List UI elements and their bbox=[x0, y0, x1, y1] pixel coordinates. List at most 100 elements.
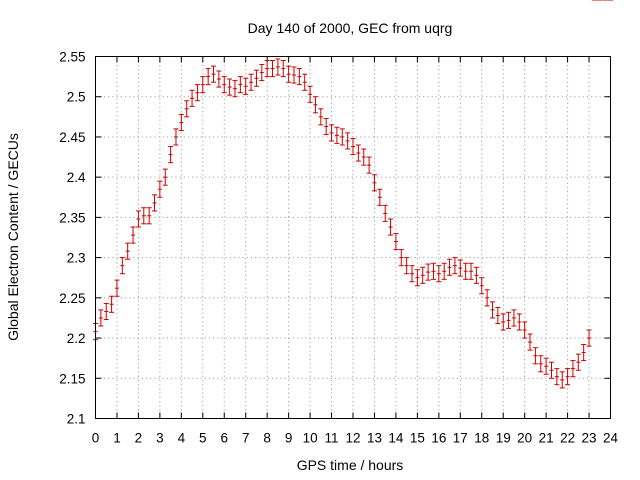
data-point bbox=[532, 347, 538, 365]
data-point bbox=[296, 68, 302, 86]
data-point bbox=[468, 262, 474, 280]
x-tick-label: 0 bbox=[92, 431, 100, 446]
x-tick-label: 10 bbox=[303, 431, 318, 446]
data-point bbox=[436, 265, 442, 283]
data-point bbox=[463, 262, 469, 280]
data-point bbox=[275, 58, 281, 76]
data-point bbox=[334, 126, 340, 144]
data-point bbox=[548, 361, 554, 379]
data-point bbox=[135, 210, 141, 228]
data-point bbox=[420, 266, 426, 284]
data-point bbox=[146, 207, 152, 225]
x-tick-label: 17 bbox=[453, 431, 468, 446]
data-point bbox=[516, 313, 522, 331]
data-point bbox=[554, 368, 560, 386]
data-point bbox=[194, 84, 200, 102]
plot-frame bbox=[95, 56, 611, 419]
y-tick-label: 2.3 bbox=[67, 251, 86, 266]
y-axis-ticks: 2.1 2.15 2.2 2.25 2.3 2.35 2.4 2.45 2.5 2.55 bbox=[59, 50, 611, 427]
y-tick-label: 2.2 bbox=[67, 331, 86, 346]
data-point bbox=[479, 277, 485, 295]
data-point bbox=[216, 70, 222, 88]
data-point bbox=[312, 96, 318, 114]
data-point bbox=[173, 128, 179, 146]
data-point bbox=[125, 242, 131, 260]
x-tick-label: 14 bbox=[388, 431, 404, 446]
data-point bbox=[237, 76, 243, 94]
y-tick-label: 2.15 bbox=[59, 371, 85, 386]
data-point bbox=[211, 65, 217, 83]
data-point bbox=[152, 194, 158, 212]
data-point bbox=[506, 311, 512, 329]
y-tick-label: 2.1 bbox=[67, 412, 86, 427]
y-tick-label: 2.35 bbox=[59, 210, 85, 225]
data-point bbox=[205, 68, 211, 86]
data-point bbox=[259, 64, 265, 82]
data-point bbox=[371, 174, 377, 192]
data-point bbox=[404, 257, 410, 275]
data-point bbox=[318, 108, 324, 126]
y-tick-label: 2.45 bbox=[59, 130, 85, 145]
data-point bbox=[98, 309, 104, 327]
x-tick-label: 16 bbox=[431, 431, 446, 446]
data-point bbox=[538, 355, 544, 373]
data-point bbox=[361, 148, 367, 166]
x-axis-ticks: 0 1 2 3 4 5 6 7 8 9 10 11 12 13 14 15 16 17 18 19 20 21 22 23 24 bbox=[92, 56, 619, 446]
x-tick-label: 3 bbox=[156, 431, 164, 446]
data-point bbox=[184, 100, 190, 118]
data-point bbox=[329, 124, 335, 142]
x-tick-label: 20 bbox=[517, 431, 532, 446]
y-tick-label: 2.25 bbox=[59, 291, 85, 306]
data-point bbox=[586, 329, 592, 347]
x-tick-label: 21 bbox=[539, 431, 554, 446]
y-tick-label: 2.55 bbox=[59, 50, 85, 65]
data-point bbox=[157, 180, 163, 198]
data-point bbox=[114, 279, 120, 297]
data-point bbox=[565, 368, 571, 386]
data-point bbox=[200, 76, 206, 94]
x-tick-label: 5 bbox=[199, 431, 207, 446]
data-point bbox=[168, 146, 174, 164]
data-point bbox=[119, 257, 125, 275]
y-tick-label: 2.5 bbox=[67, 90, 86, 105]
x-tick-label: 13 bbox=[367, 431, 382, 446]
x-tick-label: 19 bbox=[496, 431, 511, 446]
y-axis-label: Global Electron Content / GECUs bbox=[5, 133, 21, 341]
x-tick-label: 23 bbox=[582, 431, 597, 446]
data-point bbox=[264, 60, 270, 78]
data-point bbox=[162, 168, 168, 186]
data-point bbox=[388, 218, 394, 236]
data-point bbox=[457, 259, 463, 277]
data-point bbox=[141, 207, 147, 225]
data-point bbox=[350, 138, 356, 156]
x-tick-label: 18 bbox=[474, 431, 489, 446]
y-tick-label: 2.4 bbox=[67, 170, 86, 185]
data-point bbox=[130, 226, 136, 244]
data-point bbox=[522, 321, 528, 339]
data-point bbox=[221, 76, 227, 94]
data-point bbox=[323, 117, 329, 136]
data-point bbox=[345, 132, 351, 150]
data-point bbox=[543, 357, 549, 375]
x-tick-label: 24 bbox=[603, 431, 619, 446]
data-point bbox=[430, 262, 436, 280]
data-point bbox=[291, 66, 297, 84]
x-tick-label: 22 bbox=[560, 431, 575, 446]
data-point bbox=[559, 371, 565, 389]
data-point bbox=[473, 266, 479, 284]
data-point bbox=[581, 343, 587, 362]
data-point bbox=[393, 232, 399, 251]
data-point bbox=[425, 263, 431, 281]
x-tick-label: 8 bbox=[263, 431, 271, 446]
data-point bbox=[441, 262, 447, 280]
data-point bbox=[270, 60, 276, 78]
data-point bbox=[178, 113, 184, 132]
data-point bbox=[511, 309, 517, 327]
data-point bbox=[495, 306, 501, 325]
data-point bbox=[103, 302, 109, 321]
x-tick-label: 11 bbox=[325, 431, 339, 446]
data-point bbox=[489, 301, 495, 319]
x-tick-label: 4 bbox=[178, 431, 186, 446]
x-tick-label: 9 bbox=[285, 431, 293, 446]
